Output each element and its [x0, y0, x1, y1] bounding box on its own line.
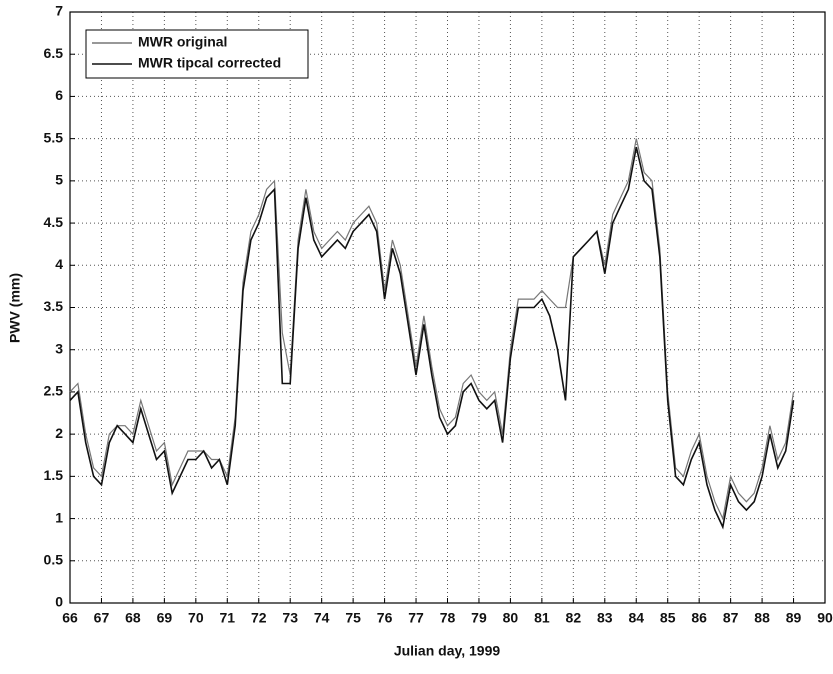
- x-tick-label: 66: [62, 610, 78, 626]
- y-tick-label: 5: [55, 172, 63, 188]
- x-tick-label: 72: [251, 610, 267, 626]
- y-tick-label: 6.5: [44, 45, 64, 61]
- x-tick-label: 80: [503, 610, 519, 626]
- x-tick-label: 75: [345, 610, 361, 626]
- x-tick-label: 86: [691, 610, 707, 626]
- x-tick-label: 83: [597, 610, 613, 626]
- x-tick-label: 78: [440, 610, 456, 626]
- x-tick-label: 70: [188, 610, 204, 626]
- y-tick-label: 6: [55, 87, 63, 103]
- data-line: [69, 146, 795, 530]
- x-tick-label: 84: [628, 610, 644, 626]
- legend-box: [85, 29, 309, 79]
- y-tick-label: 4: [55, 256, 63, 272]
- y-tick-label: 3: [55, 340, 63, 356]
- y-tick-label: 0: [55, 594, 63, 610]
- y-tick-label: 0.5: [44, 551, 64, 567]
- plot-frame: [69, 11, 826, 604]
- x-tick-label: 87: [723, 610, 739, 626]
- y-tick-label: 1: [55, 509, 63, 525]
- x-tick-label: 82: [566, 610, 582, 626]
- x-tick-label: 74: [314, 610, 330, 626]
- x-tick-label: 76: [377, 610, 393, 626]
- x-tick-label: 85: [660, 610, 676, 626]
- y-tick-label: 1.5: [44, 467, 64, 483]
- y-tick-label: 7: [55, 3, 63, 19]
- x-tick-label: 81: [534, 610, 550, 626]
- x-tick-label: 73: [282, 610, 298, 626]
- x-axis-label: Julian day, 1999: [394, 643, 501, 659]
- x-tick-label: 67: [94, 610, 110, 626]
- x-tick-label: 88: [754, 610, 770, 626]
- x-tick-label: 68: [125, 610, 141, 626]
- x-tick-label: 71: [220, 610, 236, 626]
- legend-label: MWR original: [138, 34, 227, 50]
- y-tick-label: 2: [55, 425, 63, 441]
- legend-label: MWR tipcal corrected: [138, 55, 281, 71]
- x-tick-label: 89: [786, 610, 802, 626]
- x-tick-label: 69: [157, 610, 173, 626]
- y-tick-label: 4.5: [44, 214, 64, 230]
- x-tick-label: 77: [408, 610, 424, 626]
- y-tick-label: 2.5: [44, 383, 64, 399]
- y-tick-label: 3.5: [44, 298, 64, 314]
- data-line: [69, 138, 795, 521]
- y-tick-label: 5.5: [44, 129, 64, 145]
- y-axis-label: PWV (mm): [7, 273, 23, 343]
- x-tick-label: 90: [817, 610, 833, 626]
- x-tick-label: 79: [471, 610, 487, 626]
